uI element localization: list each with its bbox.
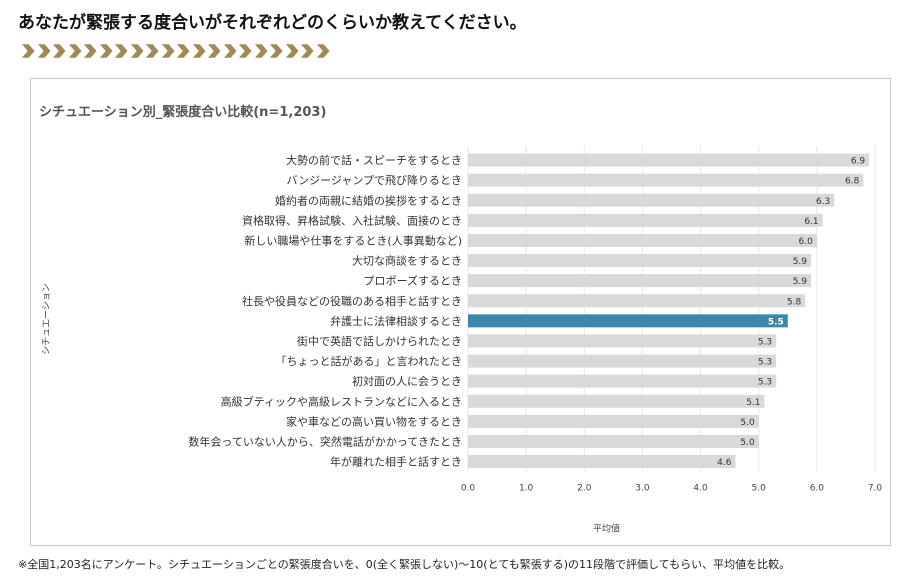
chevron-icon: [176, 44, 190, 58]
x-tick-label: 6.0: [810, 484, 825, 494]
chevron-icon: [99, 44, 113, 58]
bar: [468, 394, 765, 408]
category-label: 高級ブティックや高級レストランなどに入るとき: [221, 394, 462, 408]
data-label: 6.0: [799, 237, 814, 247]
bar: [468, 354, 777, 368]
chevron-icon: [21, 44, 35, 58]
category-label: 弁護士に法律相談するとき: [330, 314, 462, 328]
x-tick-label: 5.0: [752, 484, 767, 494]
data-label: 5.0: [740, 418, 755, 428]
data-label: 5.1: [746, 398, 760, 408]
category-label: 社長や役員などの役職のある相手と話すとき: [242, 294, 462, 308]
x-tick-label: 7.0: [868, 484, 883, 494]
bar: [468, 414, 759, 428]
page-heading: あなたが緊張する度合いがそれぞれどのくらいか教えてください。: [18, 13, 527, 33]
chevron-icon: [130, 44, 144, 58]
bar: [468, 233, 817, 247]
bar: [468, 334, 777, 348]
x-tick-label: 4.0: [693, 484, 708, 494]
chevron-icon: [114, 44, 128, 58]
chart-frame: シチュエーション別_緊張度合い比較(n=1,203) 0.0 1.0 2.0 3.0 4…: [30, 78, 891, 546]
y-axis-title: シチュエーション: [41, 283, 52, 355]
category-label: 資格取得、昇格試験、入社試験、面接のとき: [242, 213, 462, 227]
category-label: プロポーズするとき: [364, 274, 462, 288]
bar-chart: 0.0 1.0 2.0 3.0 4.0 5.0 6.0 7.0 大勢の前で話・スピーチをするとき…: [41, 146, 883, 535]
category-label: バンジージャンプで飛び降りるとき: [287, 173, 462, 187]
bar: [468, 173, 864, 187]
category-label: 年が離れた相手と話すとき: [330, 455, 462, 469]
chevron-icon: [316, 44, 330, 58]
category-label: 大切な商談をするとき: [352, 254, 462, 268]
data-label: 6.8: [845, 177, 860, 187]
bar: [468, 153, 870, 167]
category-label: 大勢の前で話・スピーチをするとき: [286, 153, 462, 167]
data-label: 5.8: [787, 297, 802, 307]
data-label: 4.6: [717, 458, 732, 468]
chart-title: シチュエーション別_緊張度合い比較(n=1,203): [39, 105, 327, 120]
data-label: 6.9: [851, 157, 866, 167]
bar: [468, 274, 812, 288]
x-tick-label: 1.0: [519, 484, 534, 494]
footnote: ※全国1,203名にアンケート。シチュエーションごとの緊張度合いを、0(全く緊張…: [18, 558, 791, 571]
x-axis-title: 平均値: [593, 523, 620, 535]
bar: [468, 455, 736, 469]
chevron-icon: [223, 44, 237, 58]
data-label: 5.5: [768, 317, 784, 327]
bar: [468, 294, 806, 308]
chevron-icon: [37, 44, 51, 58]
data-label: 5.0: [740, 438, 755, 448]
x-tick-label: 3.0: [635, 484, 650, 494]
chevron-icon: [254, 44, 268, 58]
bar: [468, 374, 777, 388]
data-label: 5.3: [758, 337, 772, 347]
bar: [468, 314, 788, 328]
data-label: 5.3: [758, 378, 772, 388]
chevron-icon: [285, 44, 299, 58]
chevron-icon: [161, 44, 175, 58]
data-label: 6.3: [816, 197, 830, 207]
category-label: 家や車などの高い買い物をするとき: [286, 414, 462, 428]
chevron-icon: [269, 44, 283, 58]
category-label: 初対面の人に会うとき: [352, 374, 462, 388]
bar: [468, 213, 823, 227]
category-label: 新しい職場や仕事をするとき(人事異動など): [244, 233, 462, 247]
chevron-icon: [145, 44, 159, 58]
chevron-icon: [238, 44, 252, 58]
category-label: 街中で英語で話しかけられたとき: [297, 334, 462, 348]
bar: [468, 254, 812, 268]
chevron-icon: [52, 44, 66, 58]
x-tick-label: 2.0: [577, 484, 592, 494]
category-label: 婚約者の両親に結婚の挨拶をするとき: [275, 193, 462, 207]
data-label: 6.1: [804, 217, 818, 227]
chevron-decoration-row: [20, 42, 330, 64]
bar: [468, 434, 759, 448]
data-label: 5.3: [758, 358, 772, 368]
x-tick-label: 0.0: [461, 484, 476, 494]
chevron-icon: [207, 44, 221, 58]
chevron-icon: [300, 44, 314, 58]
chevron-icon: [83, 44, 97, 58]
category-label: 数年会っていない人から、突然電話がかかってきたとき: [188, 434, 462, 448]
data-label: 5.9: [793, 277, 808, 287]
bar: [468, 193, 835, 207]
category-label: 「ちょっと話がある」と言われたとき: [276, 354, 462, 368]
data-label: 5.9: [793, 257, 808, 267]
chevron-icon: [68, 44, 82, 58]
chevron-icon: [192, 44, 206, 58]
